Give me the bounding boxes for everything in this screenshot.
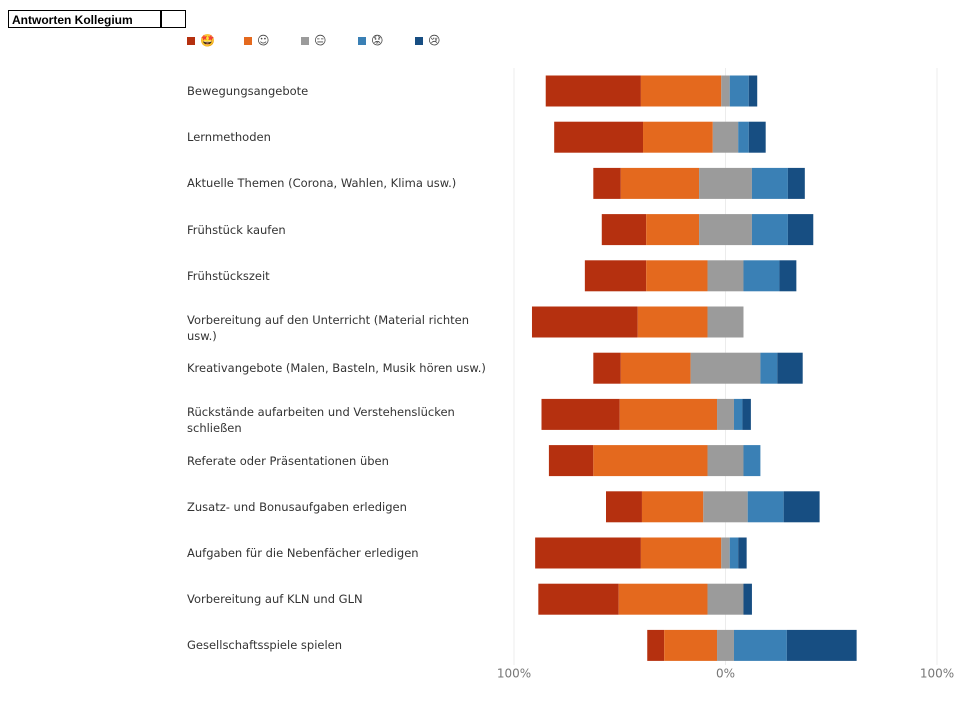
- bar-segment: [541, 398, 620, 430]
- legend-swatch: [244, 37, 252, 45]
- bar-segment: [738, 537, 747, 569]
- bar-segment: [717, 629, 734, 661]
- bar-segment: [733, 629, 787, 661]
- bar-segment: [707, 583, 744, 615]
- bar-segment: [733, 398, 743, 430]
- x-tick-label: 0%: [716, 667, 735, 681]
- bar-segment: [640, 537, 722, 569]
- bar-segment: [712, 121, 739, 153]
- bar-segment: [647, 629, 665, 661]
- category-label: Rückstände aufarbeiten und Verstehenslüc…: [187, 405, 455, 436]
- bar-segment: [620, 352, 691, 384]
- category-label: Frühstück kaufen: [187, 222, 286, 237]
- bar-segment: [751, 167, 788, 199]
- legend-label: 😟: [371, 34, 384, 48]
- category-label: Frühstückszeit: [187, 268, 270, 283]
- bar-segment: [554, 121, 644, 153]
- bar-segment: [640, 75, 722, 107]
- bar-segment: [748, 121, 766, 153]
- header-cell: [161, 10, 186, 28]
- bar-segment: [699, 167, 752, 199]
- bar-segment: [783, 491, 820, 523]
- bar-segment: [646, 214, 700, 246]
- bar-segment: [618, 583, 708, 615]
- category-label: Referate oder Präsentationen üben: [187, 453, 389, 468]
- bar-segment: [643, 121, 713, 153]
- bar-segment: [584, 260, 647, 292]
- legend-label: 🤩: [200, 34, 215, 48]
- category-label: Zusatz- und Bonusaufgaben erledigen: [187, 499, 407, 514]
- bar-segment: [751, 214, 788, 246]
- bar-segment: [664, 629, 718, 661]
- bar-segment: [548, 445, 594, 477]
- bar-segment: [593, 167, 621, 199]
- bar-segment: [742, 398, 751, 430]
- category-label: Aufgaben für die Nebenfächer erledigen: [187, 546, 419, 560]
- legend-swatch: [358, 37, 366, 45]
- category-label: Kreativangebote (Malen, Basteln, Musik h…: [187, 361, 486, 376]
- bar-segment: [743, 445, 761, 477]
- legend-label: 😑: [314, 34, 327, 48]
- bar-segment: [641, 491, 704, 523]
- bar-segment: [703, 491, 748, 523]
- legend-swatch: [187, 37, 195, 45]
- bar-segment: [707, 306, 744, 338]
- bar-segment: [601, 214, 647, 246]
- legend-swatch: [415, 37, 423, 45]
- x-tick-label: 100%: [497, 667, 531, 681]
- legend-label: ☺: [257, 34, 270, 48]
- x-tick-label: 100%: [920, 667, 954, 681]
- bar-segment: [717, 398, 734, 430]
- bar-segment: [646, 260, 708, 292]
- bar-segment: [637, 306, 708, 338]
- bar-segment: [606, 491, 642, 523]
- bar-segment: [760, 352, 778, 384]
- bar-segment: [593, 445, 708, 477]
- category-label: Gesellschaftsspiele spielen: [187, 638, 343, 653]
- category-label: Lernmethoden: [187, 130, 271, 145]
- bar-segment: [593, 352, 621, 384]
- bar-segment: [729, 537, 739, 569]
- bar-segment: [748, 75, 758, 107]
- legend-label: 😢: [428, 34, 441, 48]
- bar-segment: [787, 214, 814, 246]
- bar-segment: [721, 537, 730, 569]
- bar-segment: [779, 260, 797, 292]
- legend-swatch: [301, 37, 309, 45]
- bar-segment: [743, 583, 752, 615]
- bar-segment: [777, 352, 803, 384]
- bar-segment: [535, 537, 641, 569]
- bar-segment: [531, 306, 638, 338]
- bar-segment: [747, 491, 784, 523]
- bar-segment: [729, 75, 749, 107]
- bar-segment: [545, 75, 641, 107]
- bar-segment: [743, 260, 780, 292]
- bar-segment: [699, 214, 752, 246]
- bar-segment: [707, 445, 744, 477]
- chart-title: Antworten Kollegium: [8, 10, 161, 28]
- category-label: Aktuelle Themen (Corona, Wahlen, Klima u…: [187, 176, 457, 191]
- category-label: Bewegungsangebote: [187, 84, 309, 98]
- bar-segment: [786, 629, 857, 661]
- bar-segment: [619, 398, 718, 430]
- bar-segment: [538, 583, 619, 615]
- bar-segment: [738, 121, 749, 153]
- category-label: Vorbereitung auf KLN und GLN: [187, 592, 363, 607]
- bar-segment: [620, 167, 700, 199]
- bar-segment: [707, 260, 744, 292]
- bar-segment: [787, 167, 805, 199]
- bar-segment: [721, 75, 730, 107]
- category-label: Vorbereitung auf den Unterricht (Materia…: [187, 313, 470, 343]
- bar-segment: [690, 352, 761, 384]
